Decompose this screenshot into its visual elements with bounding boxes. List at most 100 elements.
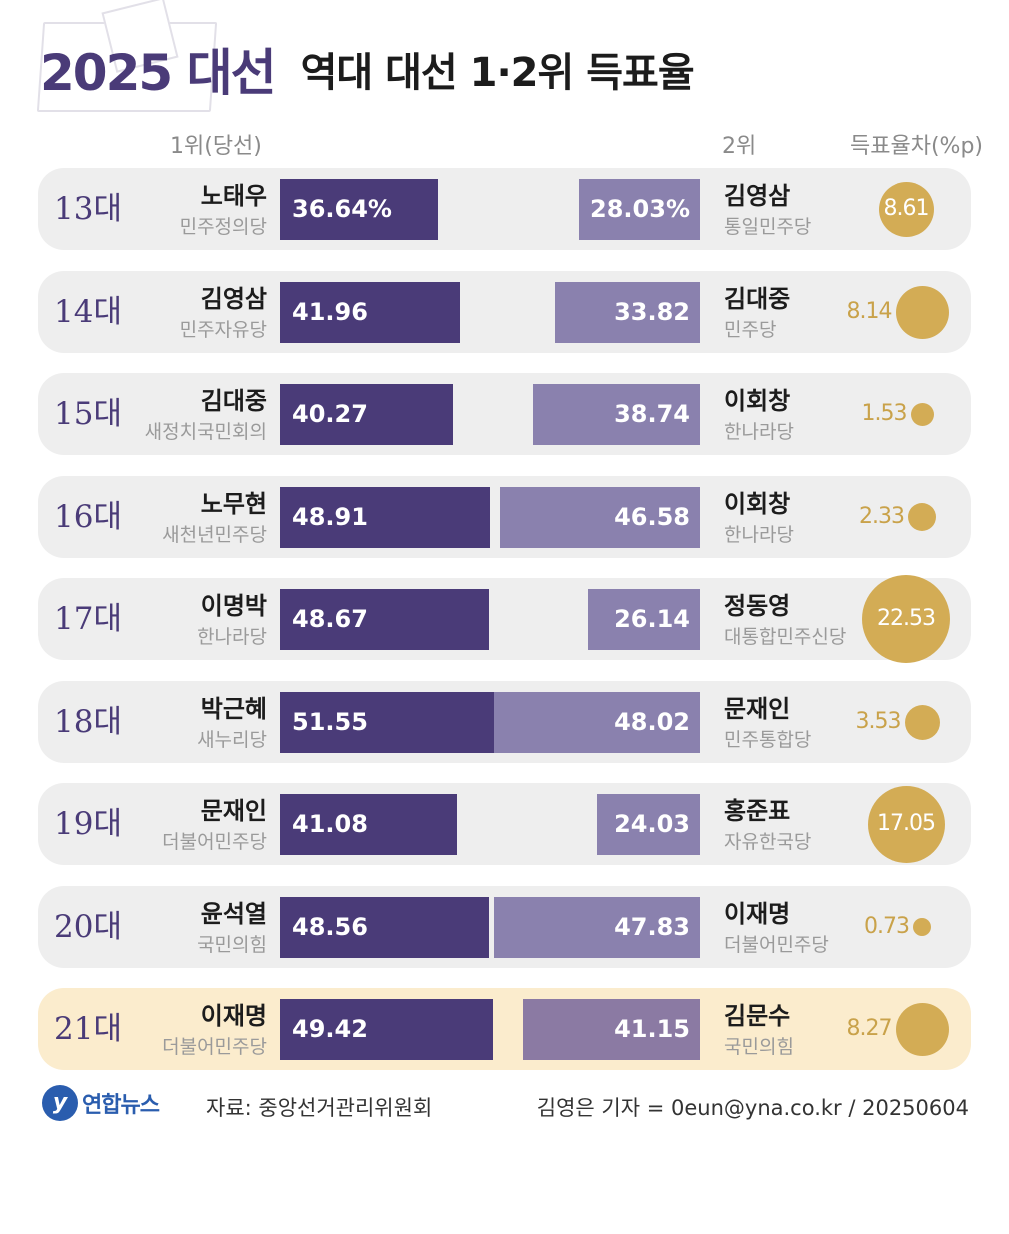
election-row: 19대 문재인 더불어민주당 41.08 24.03 홍준표 자유한국당 17.05	[38, 783, 971, 865]
election-era: 16대	[54, 499, 122, 535]
diff-value-label: 8.27	[846, 1016, 893, 1041]
winner-bar: 48.91	[280, 487, 490, 548]
runner-party: 더불어민주당	[724, 934, 829, 956]
diff-circle	[908, 503, 936, 531]
diff-circle	[896, 1003, 949, 1056]
winner-name: 김영삼	[200, 285, 267, 313]
winner-party: 새누리당	[197, 729, 267, 751]
diff-circle	[913, 918, 931, 936]
winner-value-label: 48.56	[292, 913, 368, 941]
runner-party: 국민의힘	[724, 1036, 794, 1058]
runner-value-label: 26.14	[614, 605, 690, 633]
runner-bar: 26.14	[588, 589, 700, 650]
runner-party: 민주통합당	[724, 729, 812, 751]
election-era: 13대	[54, 191, 122, 227]
runner-name: 홍준표	[724, 797, 791, 825]
winner-party: 민주정의당	[179, 216, 267, 238]
winner-bar: 40.27	[280, 384, 453, 445]
winner-name: 문재인	[200, 797, 267, 825]
runner-bar: 48.02	[494, 692, 700, 753]
winner-value-label: 41.96	[292, 298, 368, 326]
winner-value-label: 36.64%	[292, 195, 392, 223]
runner-name: 이재명	[724, 900, 791, 928]
runner-party: 대통합민주신당	[724, 626, 847, 648]
winner-bar: 48.67	[280, 589, 489, 650]
yonhap-logo-text: 연합뉴스	[82, 1093, 160, 1118]
election-row: 16대 노무현 새천년민주당 48.91 46.58 이회창 한나라당 2.33	[38, 476, 971, 558]
winner-party: 민주자유당	[179, 319, 267, 341]
winner-value-label: 49.42	[292, 1015, 368, 1043]
runner-bar: 38.74	[533, 384, 700, 445]
runner-party: 한나라당	[724, 524, 794, 546]
runner-value-label: 46.58	[614, 503, 690, 531]
winner-value-label: 51.55	[292, 708, 368, 736]
winner-bar: 41.08	[280, 794, 457, 855]
election-era: 14대	[54, 294, 122, 330]
title-main: 2025 대선	[40, 44, 277, 102]
winner-bar: 41.96	[280, 282, 460, 343]
runner-value-label: 24.03	[614, 810, 690, 838]
runner-name: 김문수	[724, 1002, 791, 1030]
winner-name: 박근혜	[200, 695, 267, 723]
runner-name: 정동영	[724, 592, 791, 620]
header-runner-up: 2위	[722, 134, 757, 159]
diff-value-label: 8.14	[846, 299, 893, 324]
winner-name: 노태우	[200, 182, 267, 210]
winner-value-label: 41.08	[292, 810, 368, 838]
diff-value-label: 8.61	[883, 196, 930, 221]
election-row: 18대 박근혜 새누리당 51.55 48.02 문재인 민주통합당 3.53	[38, 681, 971, 763]
election-era: 20대	[54, 909, 122, 945]
runner-value-label: 33.82	[614, 298, 690, 326]
runner-value-label: 47.83	[614, 913, 690, 941]
election-row: 14대 김영삼 민주자유당 41.96 33.82 김대중 민주당 8.14	[38, 271, 971, 353]
runner-bar: 41.15	[523, 999, 700, 1060]
runner-value-label: 38.74	[614, 400, 690, 428]
runner-value-label: 41.15	[614, 1015, 690, 1043]
winner-bar: 49.42	[280, 999, 493, 1060]
source-note: 자료: 중앙선거관리위원회	[206, 1096, 433, 1120]
diff-circle	[911, 403, 934, 426]
election-era: 15대	[54, 396, 122, 432]
runner-bar: 28.03%	[579, 179, 700, 240]
winner-bar: 36.64%	[280, 179, 438, 240]
election-era: 17대	[54, 601, 122, 637]
election-era: 19대	[54, 806, 122, 842]
winner-party: 더불어민주당	[162, 1036, 267, 1058]
runner-name: 이회창	[724, 490, 791, 518]
diff-circle	[868, 786, 945, 863]
winner-party: 새천년민주당	[162, 524, 267, 546]
runner-party: 민주당	[724, 319, 777, 341]
diff-value-label: 2.33	[859, 504, 905, 529]
winner-party: 새정치국민회의	[144, 421, 267, 443]
winner-name: 김대중	[200, 387, 267, 415]
diff-value-label: 1.53	[861, 401, 908, 426]
diff-value-label: 3.53	[855, 709, 902, 734]
diff-value-label: 17.05	[877, 811, 936, 836]
yonhap-logo-icon: y	[42, 1085, 78, 1121]
header-winner: 1위(당선)	[170, 134, 262, 159]
header-diff: 득표율차(%p)	[850, 134, 983, 159]
runner-value-label: 28.03%	[590, 195, 690, 223]
diff-value-label: 0.73	[864, 914, 910, 939]
winner-bar: 51.55	[280, 692, 502, 753]
election-era: 21대	[54, 1011, 122, 1047]
runner-value-label: 48.02	[614, 708, 690, 736]
winner-value-label: 48.67	[292, 605, 368, 633]
winner-name: 이재명	[200, 1002, 267, 1030]
winner-value-label: 40.27	[292, 400, 368, 428]
diff-circle	[879, 182, 934, 237]
winner-name: 이명박	[200, 592, 267, 620]
election-row: 20대 윤석열 국민의힘 48.56 47.83 이재명 더불어민주당 0.73	[38, 886, 971, 968]
runner-bar: 33.82	[555, 282, 700, 343]
winner-party: 국민의힘	[197, 934, 267, 956]
diff-value-label: 22.53	[877, 606, 936, 631]
diff-circle	[905, 705, 940, 740]
title: 2025 대선 역대 대선 1·2위 득표율	[40, 34, 695, 104]
runner-name: 문재인	[724, 695, 791, 723]
winner-bar: 48.56	[280, 897, 489, 958]
winner-party: 한나라당	[197, 626, 267, 648]
election-row: 13대 노태우 민주정의당 36.64% 28.03% 김영삼 통일민주당 8.61	[38, 168, 971, 250]
winner-party: 더불어민주당	[162, 831, 267, 853]
runner-party: 통일민주당	[724, 216, 812, 238]
